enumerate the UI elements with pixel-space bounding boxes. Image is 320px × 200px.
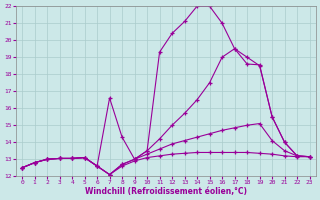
X-axis label: Windchill (Refroidissement éolien,°C): Windchill (Refroidissement éolien,°C) <box>85 187 247 196</box>
